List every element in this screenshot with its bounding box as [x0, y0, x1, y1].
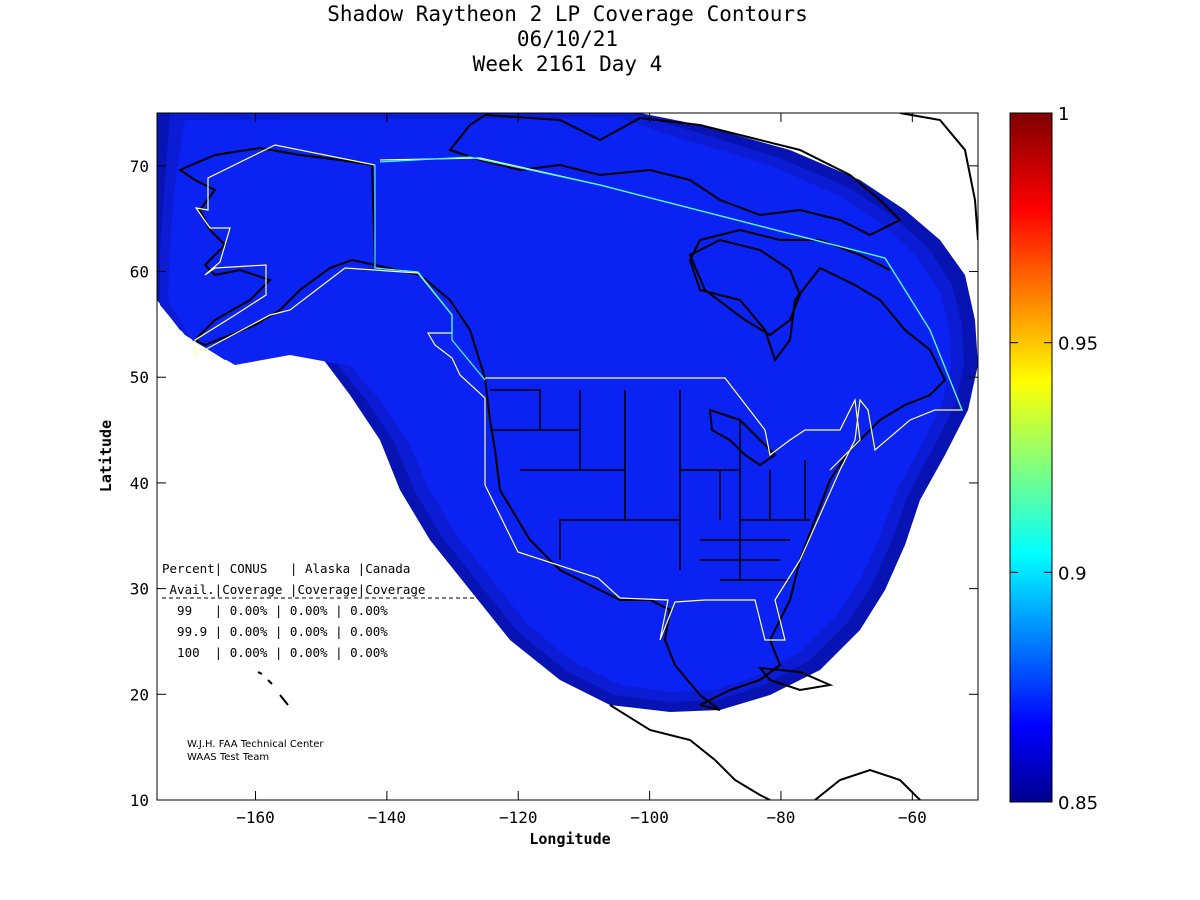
conus-region-outline	[485, 377, 861, 471]
y-tick-label: 50	[130, 368, 149, 387]
x-tick-label: −140	[368, 808, 407, 827]
y-tick-label: 40	[130, 474, 149, 493]
canada-region-outline	[374, 156, 963, 411]
x-tick-label: −160	[236, 808, 275, 827]
state-borders	[490, 389, 810, 581]
x-tick-label: −100	[630, 808, 669, 827]
colorbar-frame	[1009, 112, 1053, 803]
colorbar	[1010, 113, 1052, 802]
colorbar-tick-label: 0.95	[1058, 334, 1098, 355]
coverage-table-row: 99 | 0.00% | 0.00% | 0.00%	[162, 603, 388, 618]
colorbar-tick-label: 0.9	[1058, 563, 1087, 584]
y-axis-title: Latitude	[97, 420, 115, 492]
colorbar-scale: 1 0.95 0.9 0.85	[1010, 104, 1098, 814]
y-tick-label: 60	[130, 263, 149, 282]
plot-frame	[156, 112, 979, 801]
y-tick-label: 30	[130, 580, 149, 599]
x-axis: −160 −140 −120 −100 −80 −60	[236, 113, 927, 827]
coverage-table-header-1: Percent| CONUS | Alaska |Canada	[162, 561, 410, 576]
x-tick-label: −60	[898, 808, 927, 827]
chart-title: Shadow Raytheon 2 LP Coverage Contours	[327, 2, 808, 26]
chart-date: 06/10/21	[516, 27, 619, 51]
colorbar-tick-label: 0.85	[1058, 793, 1098, 814]
x-tick-label: −120	[499, 808, 538, 827]
x-axis-title: Longitude	[529, 830, 610, 848]
x-tick-label: −80	[767, 808, 796, 827]
coverage-table-row: 99.9 | 0.00% | 0.00% | 0.00%	[162, 624, 388, 639]
y-tick-label: 10	[130, 791, 149, 810]
y-tick-label: 20	[130, 685, 149, 704]
coverage-table: Percent| CONUS | Alaska |Canada Avail.|C…	[162, 561, 478, 660]
coverage-table-header-2: Avail.|Coverage |Coverage|Coverage	[162, 582, 425, 597]
y-axis: 10 20 30 40 50 60 70	[130, 157, 978, 810]
alaska-region-outline	[194, 144, 963, 641]
credit-line-1: W.J.H. FAA Technical Center	[187, 739, 324, 750]
chart-subtitle: Week 2161 Day 4	[472, 52, 663, 76]
credit-line-2: WAAS Test Team	[187, 752, 269, 763]
colorbar-tick-label: 1	[1058, 104, 1069, 125]
y-tick-label: 70	[130, 157, 149, 176]
region-outlines	[194, 144, 963, 641]
coastlines	[177, 113, 978, 800]
coverage-table-row: 100 | 0.00% | 0.00% | 0.00%	[162, 645, 388, 660]
coverage-contour-inner	[168, 118, 951, 692]
